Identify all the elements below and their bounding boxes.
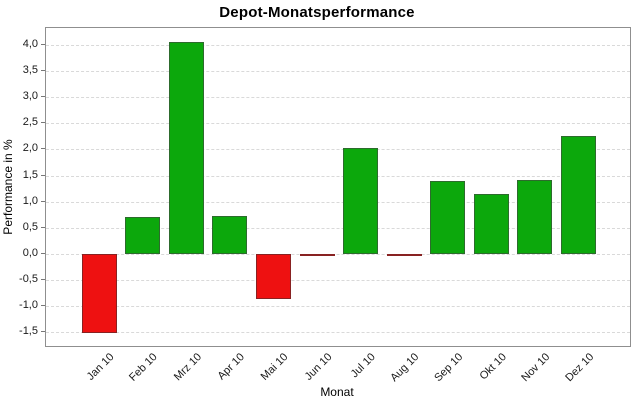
x-tick-label: Sep 10 bbox=[432, 351, 466, 385]
y-tick-label: 1,5 bbox=[22, 168, 38, 181]
gridline bbox=[46, 123, 630, 125]
y-tick-label: -1,5 bbox=[19, 325, 38, 338]
bar-mai-10 bbox=[255, 253, 291, 300]
bar-sep-10 bbox=[430, 180, 466, 254]
y-tick-label: 4,0 bbox=[22, 37, 38, 50]
chart-title: Depot-Monatsperformance bbox=[219, 4, 415, 21]
y-tick-label: -1,0 bbox=[19, 299, 38, 312]
gridline bbox=[46, 306, 630, 308]
bar-dez-10 bbox=[561, 136, 596, 254]
y-tick-mark bbox=[41, 305, 45, 307]
bar-nov-10 bbox=[517, 180, 553, 254]
bar-jul-10 bbox=[343, 147, 378, 254]
x-tick-label: Nov 10 bbox=[519, 351, 553, 385]
bar-feb-10 bbox=[125, 217, 161, 254]
y-tick-mark bbox=[41, 279, 45, 281]
y-tick-mark bbox=[41, 252, 45, 254]
y-tick-label: -0,5 bbox=[19, 273, 38, 286]
x-tick-label: Mai 10 bbox=[259, 351, 291, 383]
gridline bbox=[46, 332, 630, 334]
x-tick-label: Mrz 10 bbox=[171, 351, 204, 384]
y-tick-label: 2,0 bbox=[22, 142, 38, 155]
bar-aug-10 bbox=[386, 253, 422, 256]
bar-jan-10 bbox=[81, 253, 117, 334]
gridline bbox=[46, 149, 630, 151]
gridline bbox=[46, 175, 630, 177]
x-tick-label: Apr 10 bbox=[215, 351, 248, 383]
gridline bbox=[46, 253, 630, 255]
y-tick-mark bbox=[41, 69, 45, 71]
x-tick-label: Aug 10 bbox=[388, 351, 422, 385]
y-tick-mark bbox=[41, 331, 45, 333]
x-tick-label: Feb 10 bbox=[127, 351, 161, 384]
y-tick-label: 1,0 bbox=[22, 194, 38, 207]
y-tick-label: 3,5 bbox=[22, 63, 38, 76]
y-tick-mark bbox=[41, 148, 45, 150]
gridline bbox=[46, 201, 630, 203]
bar-mrz-10 bbox=[168, 42, 204, 254]
y-tick-label: 3,0 bbox=[22, 90, 38, 102]
plot-area bbox=[45, 27, 631, 347]
bar-jun-10 bbox=[299, 253, 335, 256]
y-tick-mark bbox=[41, 174, 45, 176]
x-tick-label: Jul 10 bbox=[348, 351, 379, 381]
gridline bbox=[46, 70, 630, 72]
y-tick-mark bbox=[41, 122, 45, 124]
gridline bbox=[46, 280, 630, 282]
y-tick-mark bbox=[41, 200, 45, 202]
x-axis-title: Monat bbox=[320, 385, 354, 399]
x-tick-label: Okt 10 bbox=[477, 351, 509, 383]
y-tick-mark bbox=[41, 43, 45, 45]
x-tick-label: Dez 10 bbox=[562, 351, 596, 385]
x-tick-label: Jun 10 bbox=[302, 351, 335, 383]
gridline bbox=[46, 227, 630, 229]
x-tick-label: Jan 10 bbox=[84, 351, 117, 383]
y-tick-mark bbox=[41, 226, 45, 228]
gridline bbox=[46, 44, 630, 46]
bar-apr-10 bbox=[212, 216, 248, 254]
y-axis-title: Performance in % bbox=[1, 139, 15, 235]
y-tick-label: 0,5 bbox=[22, 220, 38, 233]
y-tick-label: 0,0 bbox=[22, 246, 38, 259]
bar-okt-10 bbox=[473, 193, 509, 254]
gridline bbox=[46, 97, 630, 98]
y-tick-label: 2,5 bbox=[22, 116, 38, 129]
y-tick-mark bbox=[41, 96, 45, 97]
